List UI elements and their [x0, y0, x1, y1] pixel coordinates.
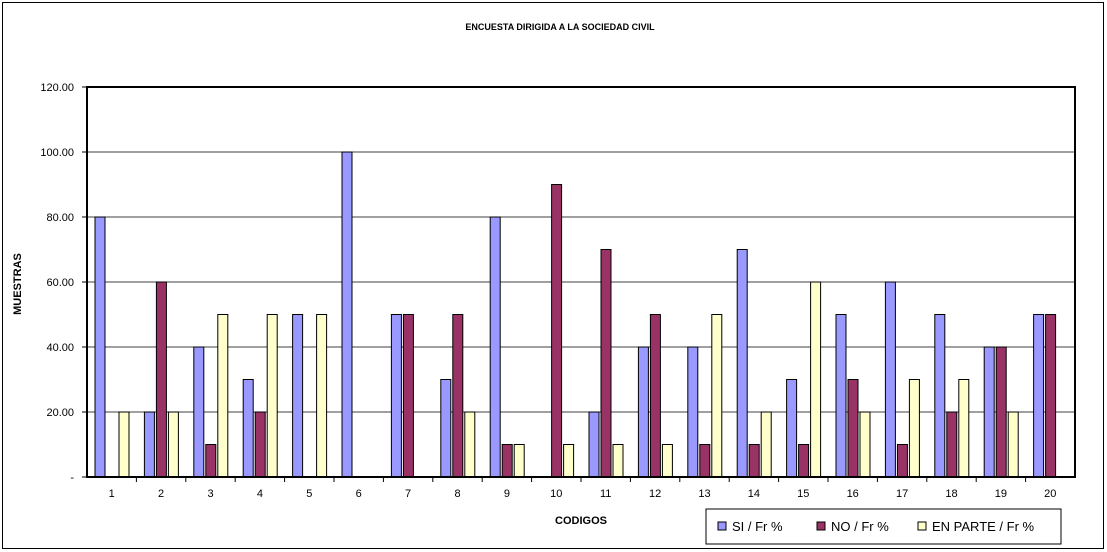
- y-tick-label: 100.00: [40, 147, 74, 159]
- bar: [995, 346, 1007, 478]
- legend-swatch: [816, 521, 826, 531]
- bar: [600, 249, 612, 478]
- bar: [155, 281, 167, 478]
- legend-box: [705, 508, 1062, 545]
- bar: [390, 314, 402, 478]
- y-tick-label: 20.00: [46, 407, 74, 419]
- x-tick-label: 2: [158, 488, 164, 500]
- x-tick-label: 9: [504, 488, 510, 500]
- x-tick-label: 3: [207, 488, 213, 500]
- x-tick-label: 7: [405, 488, 411, 500]
- bar: [687, 346, 699, 478]
- bar: [934, 314, 946, 478]
- x-tick-label: 19: [995, 488, 1007, 500]
- x-tick-label: 17: [896, 488, 908, 500]
- bar: [588, 411, 600, 478]
- bar: [205, 444, 217, 478]
- y-tick-label: -: [70, 472, 74, 484]
- bar: [1007, 411, 1019, 478]
- legend-swatch: [917, 521, 927, 531]
- x-tick-label: 12: [649, 488, 661, 500]
- bar: [440, 379, 452, 478]
- x-tick-label: 1: [109, 488, 115, 500]
- bar: [637, 346, 649, 478]
- bar: [341, 151, 353, 478]
- bar: [266, 314, 278, 478]
- legend-swatch: [717, 521, 727, 531]
- bar: [489, 216, 501, 478]
- x-tick-label: 15: [797, 488, 809, 500]
- bar: [946, 411, 958, 478]
- x-tick-label: 13: [698, 488, 710, 500]
- bar: [908, 379, 920, 478]
- bar: [1033, 314, 1045, 478]
- bar: [563, 444, 575, 478]
- bar: [452, 314, 464, 478]
- bar: [835, 314, 847, 478]
- bar: [242, 379, 254, 478]
- bar: [847, 379, 859, 478]
- bar: [1045, 314, 1057, 478]
- bar: [118, 411, 130, 478]
- x-tick-label: 11: [600, 488, 611, 500]
- bar: [402, 314, 414, 478]
- bar: [896, 444, 908, 478]
- bar: [501, 444, 513, 478]
- bar: [193, 346, 205, 478]
- bar: [859, 411, 871, 478]
- bar: [464, 411, 476, 478]
- bar: [983, 346, 995, 478]
- bar: [316, 314, 328, 478]
- bar: [217, 314, 229, 478]
- bar: [711, 314, 723, 478]
- bar: [167, 411, 179, 478]
- y-tick-label: 60.00: [46, 277, 74, 289]
- legend-label: NO / Fr %: [831, 519, 889, 534]
- bar: [143, 411, 155, 478]
- bar: [699, 444, 711, 478]
- bar: [884, 281, 896, 478]
- bar: [513, 444, 525, 478]
- y-tick-label: 80.00: [46, 212, 74, 224]
- x-tick-label: 5: [306, 488, 312, 500]
- x-tick-label: 6: [356, 488, 362, 500]
- bar: [736, 249, 748, 478]
- bar: [661, 444, 673, 478]
- legend-label: EN PARTE / Fr %: [932, 519, 1035, 534]
- x-tick-label: 18: [945, 488, 957, 500]
- bar: [810, 281, 822, 478]
- x-axis-ticks: 1 2 3 4 5 6 7 8 9 10 11 12 13 14 15 16 17 18 19 20: [109, 477, 1056, 500]
- gridlines: [87, 151, 1075, 413]
- y-tick-label: 40.00: [46, 342, 74, 354]
- bar: [786, 379, 798, 478]
- bar: [612, 444, 624, 478]
- chart-title: ENCUESTA DIRIGIDA A LA SOCIEDAD CIVIL: [465, 22, 655, 32]
- bar: [94, 216, 106, 478]
- bar: [760, 411, 772, 478]
- x-tick-label: 14: [748, 488, 760, 500]
- bar: [748, 444, 760, 478]
- y-tick-label: 120.00: [40, 82, 74, 94]
- bar: [292, 314, 304, 478]
- bar: [958, 379, 970, 478]
- x-tick-label: 16: [847, 488, 859, 500]
- legend-label: SI / Fr %: [732, 519, 783, 534]
- x-tick-label: 4: [257, 488, 263, 500]
- legend: SI / Fr % NO / Fr % EN PARTE / Fr %: [705, 508, 1062, 545]
- x-tick-label: 8: [454, 488, 460, 500]
- bar: [649, 314, 661, 478]
- x-axis-title: CODIGOS: [555, 515, 607, 527]
- bar: [254, 411, 266, 478]
- y-axis-title: MUESTRAS: [12, 253, 24, 315]
- y-axis-ticks: - 20.00 40.00 60.00 80.00 100.00 120.00: [40, 82, 87, 484]
- bar: [551, 184, 563, 478]
- x-tick-label: 10: [550, 488, 562, 500]
- x-tick-label: 20: [1044, 488, 1056, 500]
- bars: [94, 151, 1057, 478]
- bar: [798, 444, 810, 478]
